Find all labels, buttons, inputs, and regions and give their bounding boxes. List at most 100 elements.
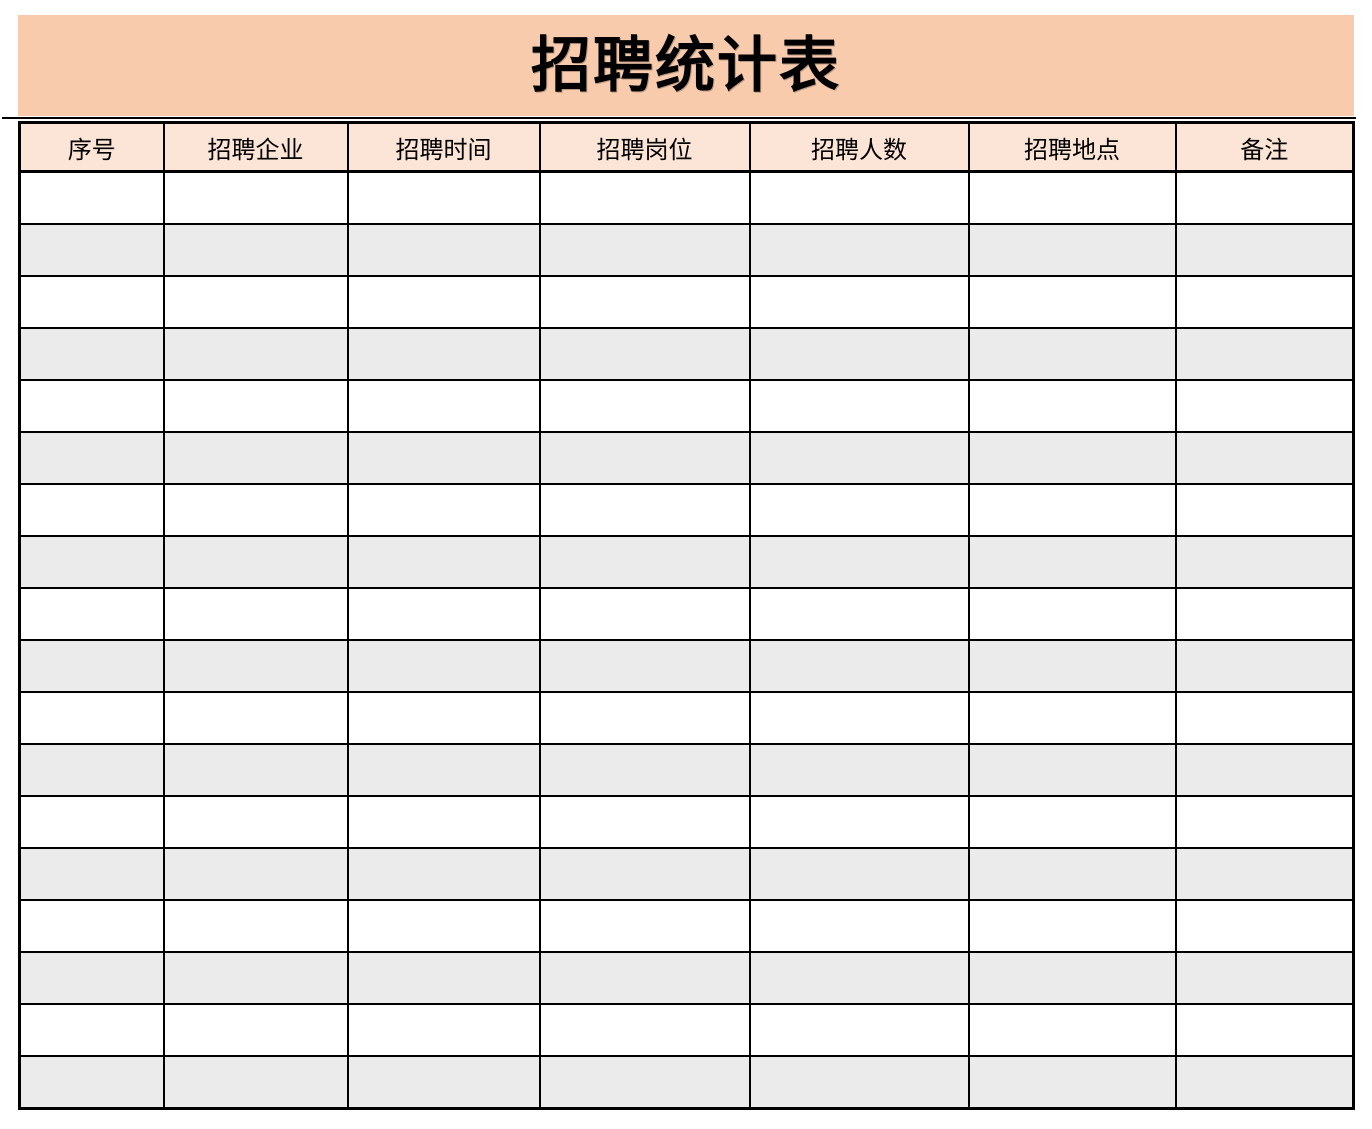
table-cell: [967, 795, 1177, 849]
table-cell: [346, 327, 541, 381]
table-row: [18, 1003, 1355, 1057]
table-cell: [538, 535, 751, 589]
table-cell: [162, 795, 349, 849]
table-cell: [967, 743, 1177, 797]
table-cell: [162, 691, 349, 745]
column-header-location: 招聘地点: [967, 121, 1177, 173]
column-header-headcount: 招聘人数: [748, 121, 970, 173]
table-cell: [346, 847, 541, 901]
table-cell: [1174, 847, 1355, 901]
table-cell: [748, 327, 970, 381]
table-cell: [967, 170, 1177, 225]
table-cell: [748, 951, 970, 1005]
table-cell: [967, 587, 1177, 641]
table-cell: [346, 587, 541, 641]
table-cell: [538, 743, 751, 797]
table-cell: [967, 275, 1177, 329]
banner-separator-line: [2, 117, 1356, 119]
table-cell: [967, 535, 1177, 589]
table-cell: [748, 170, 970, 225]
table-cell: [162, 1003, 349, 1057]
table-cell: [346, 431, 541, 485]
table-cell: [18, 1055, 165, 1110]
table-cell: [1174, 899, 1355, 953]
table-cell: [538, 899, 751, 953]
table-cell: [346, 275, 541, 329]
table-cell: [538, 587, 751, 641]
table-cell: [1174, 691, 1355, 745]
table-cell: [748, 743, 970, 797]
table-cell: [538, 170, 751, 225]
table-row: [18, 639, 1355, 693]
table-cell: [538, 431, 751, 485]
table-cell: [18, 483, 165, 537]
table-cell: [162, 743, 349, 797]
table-cell: [748, 1003, 970, 1057]
table-cell: [346, 691, 541, 745]
table-row: [18, 170, 1355, 225]
table-cell: [1174, 327, 1355, 381]
table-cell: [538, 275, 751, 329]
table-cell: [1174, 275, 1355, 329]
table-cell: [346, 899, 541, 953]
table-cell: [538, 379, 751, 433]
table-cell: [538, 1003, 751, 1057]
table-cell: [162, 639, 349, 693]
table-cell: [346, 951, 541, 1005]
table-cell: [967, 1055, 1177, 1110]
table-cell: [967, 691, 1177, 745]
table-cell: [162, 275, 349, 329]
table-cell: [162, 951, 349, 1005]
table-cell: [346, 1003, 541, 1057]
table-cell: [346, 743, 541, 797]
table-cell: [162, 847, 349, 901]
table-cell: [538, 795, 751, 849]
table-cell: [538, 483, 751, 537]
table-cell: [1174, 483, 1355, 537]
table-row: [18, 483, 1355, 537]
table-cell: [748, 223, 970, 277]
table-cell: [1174, 743, 1355, 797]
table-cell: [18, 639, 165, 693]
table-cell: [1174, 223, 1355, 277]
column-header-serial: 序号: [18, 121, 165, 173]
table-cell: [18, 587, 165, 641]
table-cell: [346, 379, 541, 433]
table-cell: [18, 847, 165, 901]
table-cell: [18, 691, 165, 745]
page-title: 招聘统计表: [531, 30, 841, 101]
table-cell: [538, 639, 751, 693]
table-cell: [346, 639, 541, 693]
table-cell: [1174, 535, 1355, 589]
header-row: 序号 招聘企业 招聘时间 招聘岗位 招聘人数 招聘地点 备注: [18, 121, 1355, 173]
table-cell: [162, 483, 349, 537]
table-cell: [162, 170, 349, 225]
table-cell: [748, 483, 970, 537]
table-cell: [538, 691, 751, 745]
table-cell: [346, 170, 541, 225]
table-cell: [162, 431, 349, 485]
table-cell: [18, 795, 165, 849]
table-row: [18, 951, 1355, 1005]
table-row: [18, 223, 1355, 277]
table-cell: [1174, 379, 1355, 433]
table-cell: [346, 535, 541, 589]
table-cell: [748, 639, 970, 693]
table-cell: [967, 899, 1177, 953]
table-cell: [748, 587, 970, 641]
table-cell: [18, 1003, 165, 1057]
table-cell: [748, 379, 970, 433]
table-cell: [538, 223, 751, 277]
table-row: [18, 899, 1355, 953]
table-cell: [1174, 1003, 1355, 1057]
title-banner: 招聘统计表: [18, 15, 1354, 116]
table-cell: [162, 899, 349, 953]
table-cell: [18, 379, 165, 433]
table-cell: [162, 587, 349, 641]
table-cell: [162, 223, 349, 277]
table-cell: [18, 899, 165, 953]
table-row: [18, 535, 1355, 589]
table-cell: [162, 1055, 349, 1110]
table-cell: [18, 223, 165, 277]
